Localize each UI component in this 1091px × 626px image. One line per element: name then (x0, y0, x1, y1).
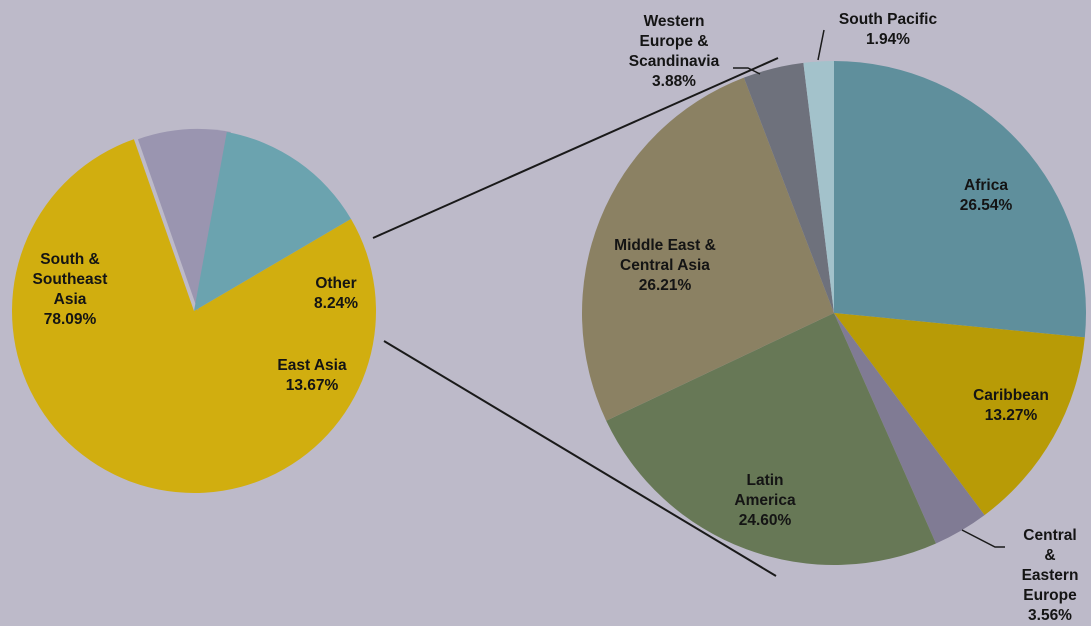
label-central-eastern-europe: Central & Eastern Europe 3.56% (1022, 526, 1079, 626)
label-value: 8.24% (314, 295, 358, 312)
pie-slice-africa (834, 61, 1086, 338)
label-name: Western Europe & Scandinavia (628, 13, 720, 70)
label-name: Other (315, 275, 357, 292)
leader-line-central-eastern-europe (961, 529, 1005, 548)
leader-line-western-europe (733, 67, 761, 75)
label-value: 3.88% (652, 73, 696, 90)
label-south-pacific: South Pacific 1.94% (839, 10, 937, 50)
label-caribbean: Caribbean 13.27% (973, 386, 1049, 426)
label-east-asia: East Asia 13.67% (277, 356, 346, 396)
connector-line-top (372, 57, 779, 239)
connector-line-bottom (383, 340, 777, 577)
pie-of-pie-chart: South & Southeast Asia 78.09% Other 8.24… (12, 10, 1086, 624)
pie-slice-south-southeast-asia (12, 139, 377, 493)
label-name: Central & Eastern Europe (1021, 527, 1079, 604)
label-latin-america: Latin America 24.60% (734, 471, 795, 531)
pie-slice-middle-east-central-asia (582, 77, 834, 421)
label-western-europe-scandinavia: Western Europe & Scandinavia 3.88% (629, 12, 719, 92)
pie-slice-latin-america (606, 313, 936, 566)
label-other: Other 8.24% (314, 274, 358, 314)
leader-line-south-pacific (817, 29, 825, 61)
label-value: 3.56% (1028, 607, 1072, 624)
label-value: 26.54% (959, 197, 1013, 214)
label-value: 1.94% (866, 31, 910, 48)
label-south-southeast-asia: South & Southeast Asia 78.09% (33, 250, 108, 330)
label-name: Caribbean (973, 387, 1049, 404)
label-value: 24.60% (738, 512, 792, 529)
label-middle-east-central-asia: Middle East & Central Asia 26.21% (614, 236, 716, 296)
label-name: South & Southeast Asia (32, 251, 108, 308)
pie-slice-south-pacific (803, 61, 834, 313)
label-name: East Asia (277, 357, 347, 374)
label-name: Middle East & Central Asia (614, 237, 716, 274)
label-name: Africa (964, 177, 1008, 194)
label-value: 78.09% (43, 311, 97, 328)
label-africa: Africa 26.54% (960, 176, 1013, 216)
label-name: Latin America (734, 472, 796, 509)
label-name: South Pacific (838, 11, 938, 28)
pie-slice-western-europe-scandinavia (743, 62, 834, 314)
pie-slice-other (137, 128, 231, 311)
pie-slice-east-asia (194, 131, 351, 311)
label-value: 26.21% (638, 277, 692, 294)
label-value: 13.67% (285, 377, 339, 394)
chart-canvas (12, 29, 1086, 577)
label-value: 13.27% (984, 407, 1038, 424)
pie-slice-caribbean (834, 313, 1085, 516)
pie-slice-central-eastern-europe (834, 313, 985, 544)
